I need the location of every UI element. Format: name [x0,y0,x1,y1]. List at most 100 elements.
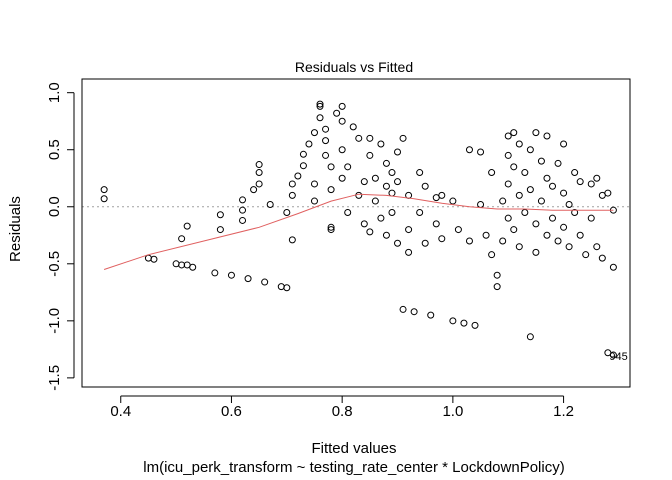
residual-point [571,208,579,216]
residual-point [255,161,263,169]
residual-point [438,191,446,199]
residual-point [299,162,307,170]
residual-point [288,236,296,244]
residual-point [310,180,318,188]
model-formula-subtitle: lm(icu_perk_transform ~ testing_rate_cen… [143,459,564,476]
residual-point [571,169,579,177]
residual-point [277,283,285,291]
residual-point [526,146,534,154]
residual-point [471,321,479,329]
residual-point [266,200,274,208]
residual-point [360,178,368,186]
residual-point [322,137,330,145]
residual-point [609,263,617,271]
residual-point [338,117,346,125]
residual-point [427,311,435,319]
residual-point [216,226,224,234]
residual-point [382,182,390,190]
residual-point [338,174,346,182]
residual-point [521,169,529,177]
residual-point [477,148,485,156]
residual-point [366,151,374,159]
residual-point [239,206,247,214]
residual-point [216,211,224,219]
residual-point [366,228,374,236]
residual-point [493,271,501,279]
residual-point [593,243,601,251]
residual-point [421,239,429,247]
residual-point [587,180,595,188]
residual-point [438,235,446,243]
residual-point [543,231,551,239]
residual-point [526,333,534,341]
residual-point [327,223,335,231]
residual-point [382,159,390,167]
residual-point [521,208,529,216]
residual-point [609,351,617,359]
residual-point [394,239,402,247]
residual-point [338,146,346,154]
residual-point [100,195,108,203]
residual-point [183,222,191,230]
residual-point [526,186,534,194]
residual-point [504,132,512,140]
residual-point [421,182,429,190]
residual-point [144,254,152,262]
residual-point [510,163,518,171]
residual-point [554,159,562,167]
residual-point [399,305,407,313]
residual-point [532,248,540,256]
residual-point [377,140,385,148]
residual-point [560,189,568,197]
residual-point [515,243,523,251]
residual-point [322,125,330,133]
residual-point [388,169,396,177]
residual-point [504,151,512,159]
residual-point [244,275,252,283]
residual-point [394,178,402,186]
residual-point [211,269,219,277]
y-tick-label: 1.0 [46,82,63,103]
residual-point [576,231,584,239]
residual-point [465,146,473,154]
residual-point [316,102,324,110]
residual-point [454,226,462,234]
residual-point [532,129,540,137]
residual-point [388,208,396,216]
residual-point [288,191,296,199]
residual-point [305,140,313,148]
residual-point [410,308,418,316]
residual-point [327,163,335,171]
residual-point [537,157,545,165]
residual-point [189,263,197,271]
residual-point [416,208,424,216]
residual-point [537,197,545,205]
residual-point [327,226,335,234]
residual-point [565,200,573,208]
residual-point [510,129,518,137]
residual-point [582,251,590,259]
residual-point [405,226,413,234]
residual-point [288,180,296,188]
residual-point [549,214,557,222]
residual-point [488,251,496,259]
residual-point [477,200,485,208]
residual-point [349,123,357,131]
smoother-line [103,193,614,270]
plot-area: 945 [82,100,630,363]
residual-point [344,208,352,216]
residual-point [465,237,473,245]
residual-point [178,235,186,243]
residual-point [366,134,374,142]
residual-point [549,182,557,190]
residual-point [432,220,440,228]
residual-point [543,132,551,140]
chart-title: Residuals vs Fitted [295,59,413,75]
residual-point [543,174,551,182]
x-tick-label: 1.2 [553,403,574,420]
x-tick-label: 1.0 [442,403,463,420]
residual-point [449,317,457,325]
residual-point [593,174,601,182]
residual-point [316,114,324,122]
